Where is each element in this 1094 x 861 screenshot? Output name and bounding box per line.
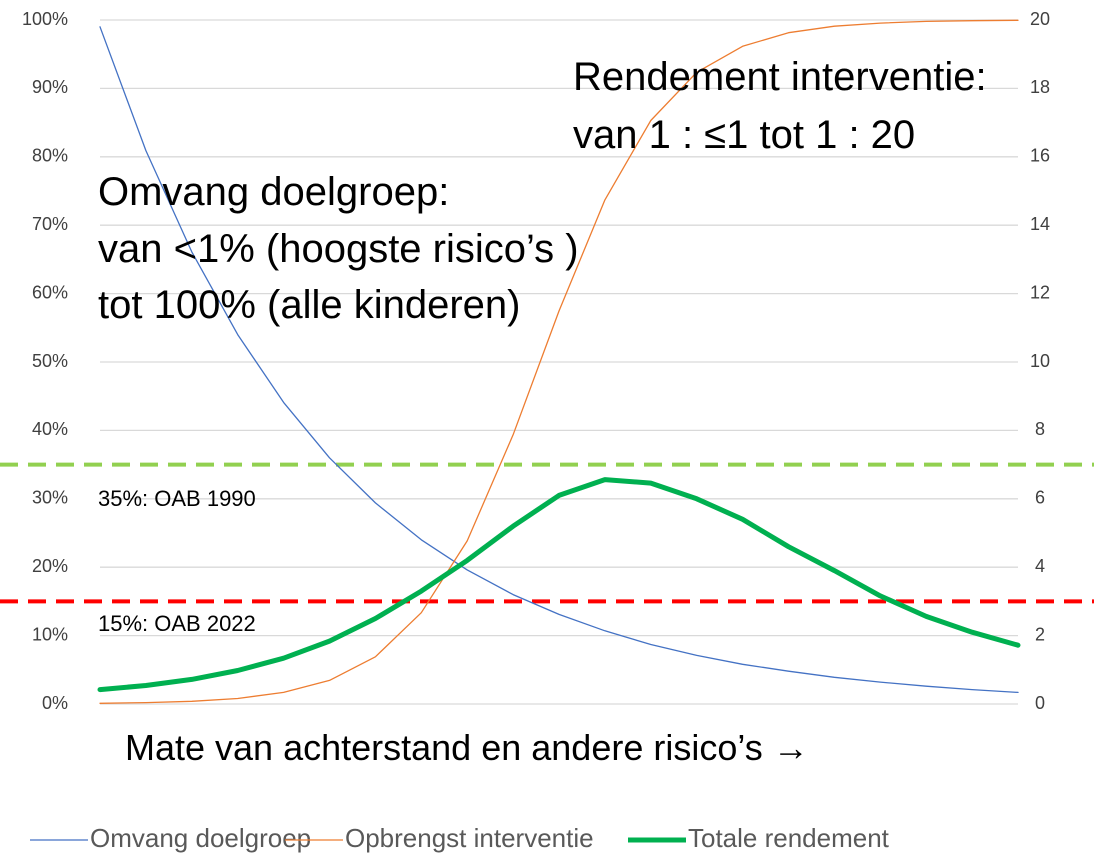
y2-tick-label: 10 [1030,351,1050,371]
x-axis-label: Mate van achterstand en andere risico’s … [125,727,809,768]
legend-label: Omvang doelgroep [90,823,311,853]
annotation: tot 100% (alle kinderen) [98,283,520,327]
reference-label: 35%: OAB 1990 [98,486,256,511]
y-tick-label: 30% [32,488,68,508]
y-tick-label: 40% [32,419,68,439]
series-line [99,26,1019,694]
y2-tick-label: 20 [1030,9,1050,29]
annotation: Rendement interventie: [573,55,987,99]
y2-tick-label: 16 [1030,146,1050,166]
y-tick-label: 90% [32,77,68,97]
legend-label: Opbrengst interventie [345,823,594,853]
y2-tick-label: 6 [1035,488,1045,508]
y2-tick-label: 2 [1035,624,1045,644]
y2-tick-label: 18 [1030,77,1050,97]
y2-tick-label: 14 [1030,214,1050,234]
y-tick-label: 70% [32,214,68,234]
y-tick-label: 10% [32,624,68,644]
y-tick-label: 100% [22,9,68,29]
y-tick-label: 20% [32,556,68,576]
reference-label: 15%: OAB 2022 [98,611,256,636]
y-tick-label: 60% [32,282,68,302]
y2-tick-label: 12 [1030,282,1050,302]
annotation: van 1 : ≤1 tot 1 : 20 [573,113,915,157]
y-tick-label: 80% [32,146,68,166]
y-tick-label: 0% [42,693,68,713]
y-tick-label: 50% [32,351,68,371]
annotation: Omvang doelgroep: [98,170,449,214]
legend-label: Totale rendement [688,823,890,853]
y2-tick-label: 4 [1035,556,1045,576]
y2-tick-label: 8 [1035,419,1045,439]
series-line [97,477,1021,693]
y2-tick-label: 0 [1035,693,1045,713]
series-line [99,19,1019,704]
annotation: van <1% (hoogste risico’s ) [98,227,579,271]
